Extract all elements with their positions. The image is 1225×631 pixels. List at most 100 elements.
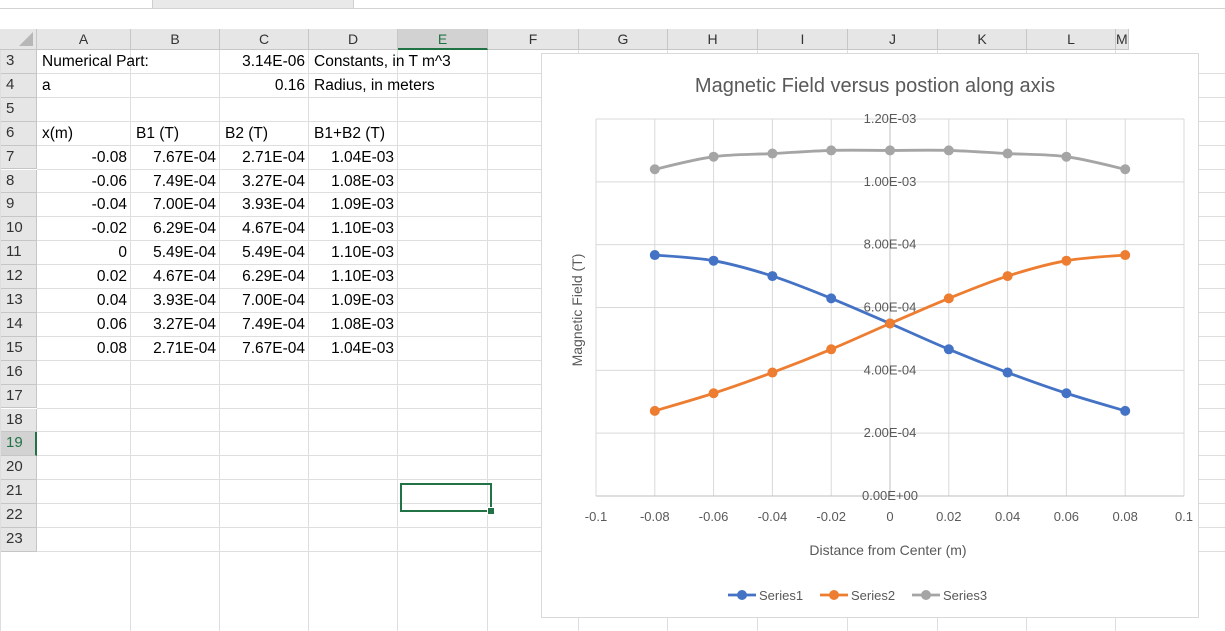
column-header-e[interactable]: E xyxy=(398,29,488,50)
cell-a10[interactable]: -0.02 xyxy=(91,220,127,238)
cell-d12[interactable]: 1.10E-03 xyxy=(331,268,394,286)
column-header-d[interactable]: D xyxy=(309,29,398,50)
column-header-h[interactable]: H xyxy=(668,29,758,50)
cell-a14[interactable]: 0.06 xyxy=(96,315,127,333)
cell-d6[interactable]: B1+B2 (T) xyxy=(314,124,386,142)
row-header-7[interactable]: 7 xyxy=(0,145,37,170)
row-header-21[interactable]: 21 xyxy=(0,480,37,505)
row-header-18[interactable]: 18 xyxy=(0,408,37,433)
cell-a12[interactable]: 0.02 xyxy=(96,268,127,286)
column-header-b[interactable]: B xyxy=(131,29,220,50)
cell-b11[interactable]: 5.49E-04 xyxy=(153,244,216,262)
row-header-3[interactable]: 3 xyxy=(0,50,37,74)
x-tick-label: -0.1 xyxy=(585,509,607,524)
cell-b9[interactable]: 7.00E-04 xyxy=(153,196,216,214)
cell-c11[interactable]: 5.49E-04 xyxy=(242,244,305,262)
row-header-13[interactable]: 13 xyxy=(0,289,37,313)
chart-legend[interactable]: Series1 Series2 Series3 xyxy=(728,588,987,603)
cell-a11[interactable]: 0 xyxy=(118,244,127,262)
column-header-m[interactable]: M xyxy=(1116,29,1129,50)
cell-d4[interactable]: Radius, in meters xyxy=(314,76,435,94)
cell-d3[interactable]: Constants, in T m^3 xyxy=(314,53,451,70)
cell-d11[interactable]: 1.10E-03 xyxy=(331,244,394,262)
column-header-a[interactable]: A xyxy=(37,29,131,50)
cell-b10[interactable]: 6.29E-04 xyxy=(153,220,216,238)
cell-b12[interactable]: 4.67E-04 xyxy=(153,268,216,286)
row-header-4[interactable]: 4 xyxy=(0,73,37,98)
column-header-i[interactable]: I xyxy=(758,29,848,50)
cell-a15[interactable]: 0.08 xyxy=(96,339,127,357)
cell-c7[interactable]: 2.71E-04 xyxy=(242,148,305,166)
select-all-corner[interactable] xyxy=(0,29,37,50)
cell-c8[interactable]: 3.27E-04 xyxy=(242,172,305,190)
cell-d14[interactable]: 1.08E-03 xyxy=(331,315,394,333)
x-axis-ticks: -0.1 -0.08 -0.06 -0.04 -0.02 0 0.02 0.04 0.06 0.0… xyxy=(585,509,1193,524)
y-tick-label: 6.00E-04 xyxy=(864,300,917,315)
row-header-11[interactable]: 11 xyxy=(0,241,37,266)
row-header-12[interactable]: 12 xyxy=(0,265,37,289)
row-header-6[interactable]: 6 xyxy=(0,121,37,146)
row-header-17[interactable]: 17 xyxy=(0,384,37,409)
row-header-23[interactable]: 23 xyxy=(0,528,37,552)
cell-c14[interactable]: 7.49E-04 xyxy=(242,315,305,333)
y-tick-label: 0.00E+00 xyxy=(862,488,918,503)
column-gridline xyxy=(487,50,488,631)
row-header-10[interactable]: 10 xyxy=(0,217,37,242)
cell-a8[interactable]: -0.06 xyxy=(91,172,127,190)
active-cell-selection[interactable] xyxy=(400,483,492,512)
cell-d9[interactable]: 1.09E-03 xyxy=(331,196,394,214)
cell-b15[interactable]: 2.71E-04 xyxy=(153,339,216,357)
sheet-tab-edge[interactable] xyxy=(152,0,354,8)
row-header-20[interactable]: 20 xyxy=(0,456,37,481)
cell-c3[interactable]: 3.14E-06 xyxy=(242,53,305,70)
cell-a4[interactable]: a xyxy=(42,76,51,94)
fill-handle[interactable] xyxy=(487,507,495,515)
cell-c4[interactable]: 0.16 xyxy=(274,76,305,94)
row-header-9[interactable]: 9 xyxy=(0,193,37,218)
cell-a9[interactable]: -0.04 xyxy=(91,196,127,214)
column-header-k[interactable]: K xyxy=(938,29,1027,50)
column-header-j[interactable]: J xyxy=(848,29,938,50)
cell-c12[interactable]: 6.29E-04 xyxy=(242,268,305,286)
row-header-8[interactable]: 8 xyxy=(0,169,37,194)
cell-b6[interactable]: B1 (T) xyxy=(136,124,180,142)
column-header-l[interactable]: L xyxy=(1027,29,1116,50)
cell-d7[interactable]: 1.04E-03 xyxy=(331,148,394,166)
cell-b7[interactable]: 7.67E-04 xyxy=(153,148,216,166)
cell-d8[interactable]: 1.08E-03 xyxy=(331,172,394,190)
row-header-14[interactable]: 14 xyxy=(0,312,37,337)
cell-b8[interactable]: 7.49E-04 xyxy=(153,172,216,190)
data-point xyxy=(649,164,660,175)
cell-d10[interactable]: 1.10E-03 xyxy=(331,220,394,238)
row-header-22[interactable]: 22 xyxy=(0,504,37,528)
row-header-15[interactable]: 15 xyxy=(0,336,37,361)
row-header-16[interactable]: 16 xyxy=(0,360,37,385)
cell-c10[interactable]: 4.67E-04 xyxy=(242,220,305,238)
cell-c9[interactable]: 3.93E-04 xyxy=(242,196,305,214)
cell-c13[interactable]: 7.00E-04 xyxy=(242,292,305,309)
cell-b14[interactable]: 3.27E-04 xyxy=(153,315,216,333)
data-point xyxy=(826,145,837,156)
cell-a3[interactable]: Numerical Part: xyxy=(42,53,149,70)
cell-a7[interactable]: -0.08 xyxy=(91,148,127,166)
cell-c6[interactable]: B2 (T) xyxy=(225,124,269,142)
data-point xyxy=(826,344,837,355)
chart[interactable]: Magnetic Field versus postion along axis… xyxy=(541,53,1199,618)
row-header-19[interactable]: 19 xyxy=(0,432,37,457)
data-point xyxy=(649,405,660,416)
row-header-5[interactable]: 5 xyxy=(0,97,37,122)
column-header-g[interactable]: G xyxy=(579,29,668,50)
column-header-c[interactable]: C xyxy=(220,29,309,50)
cell-b13[interactable]: 3.93E-04 xyxy=(153,292,216,309)
cell-c15[interactable]: 7.67E-04 xyxy=(242,339,305,357)
data-point xyxy=(708,388,719,399)
cell-a6[interactable]: x(m) xyxy=(42,124,73,142)
column-header-f[interactable]: F xyxy=(488,29,579,50)
x-tick-label: -0.08 xyxy=(640,509,670,524)
cell-a13[interactable]: 0.04 xyxy=(96,292,127,309)
data-point xyxy=(943,293,954,304)
data-point xyxy=(1002,367,1013,378)
cell-d13[interactable]: 1.09E-03 xyxy=(331,292,394,309)
cell-d15[interactable]: 1.04E-03 xyxy=(331,339,394,357)
